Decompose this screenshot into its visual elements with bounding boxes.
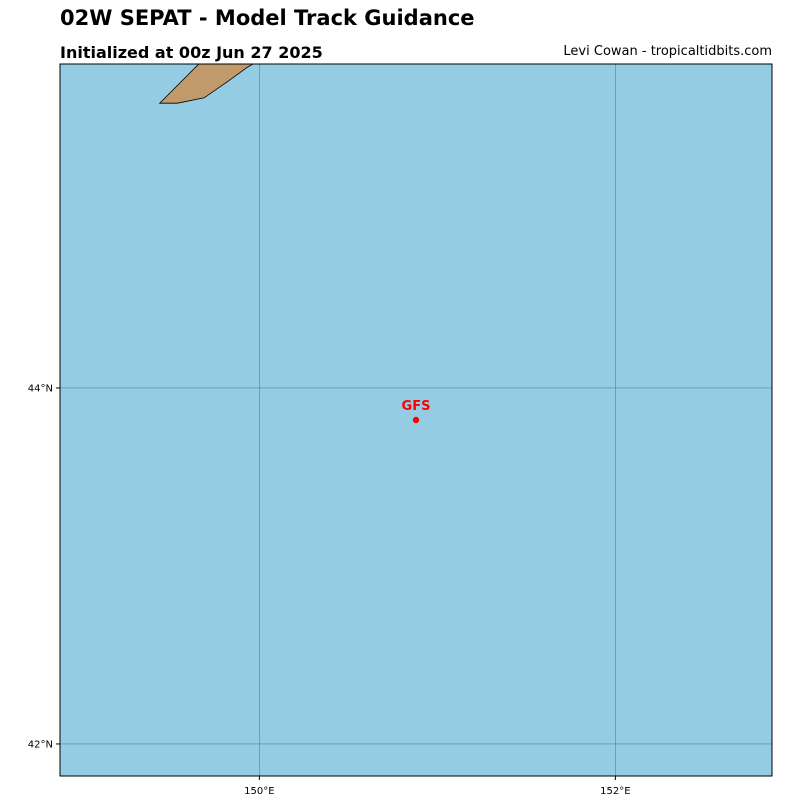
map-title: 02W SEPAT - Model Track Guidance [60, 6, 475, 30]
lat-tick-label: 42°N [28, 739, 53, 750]
map-border [59, 63, 773, 777]
model-marker-gfs [412, 416, 420, 424]
credit-text: Levi Cowan - tropicaltidbits.com [563, 44, 772, 59]
lat-tick-label: 44°N [28, 383, 53, 394]
land-shape [158, 64, 254, 104]
map-subtitle: Initialized at 00z Jun 27 2025 [60, 43, 323, 62]
lon-tick-label: 152°E [600, 786, 630, 797]
lon-tick-label: 150°E [244, 786, 274, 797]
model-label: GFS [402, 399, 431, 414]
